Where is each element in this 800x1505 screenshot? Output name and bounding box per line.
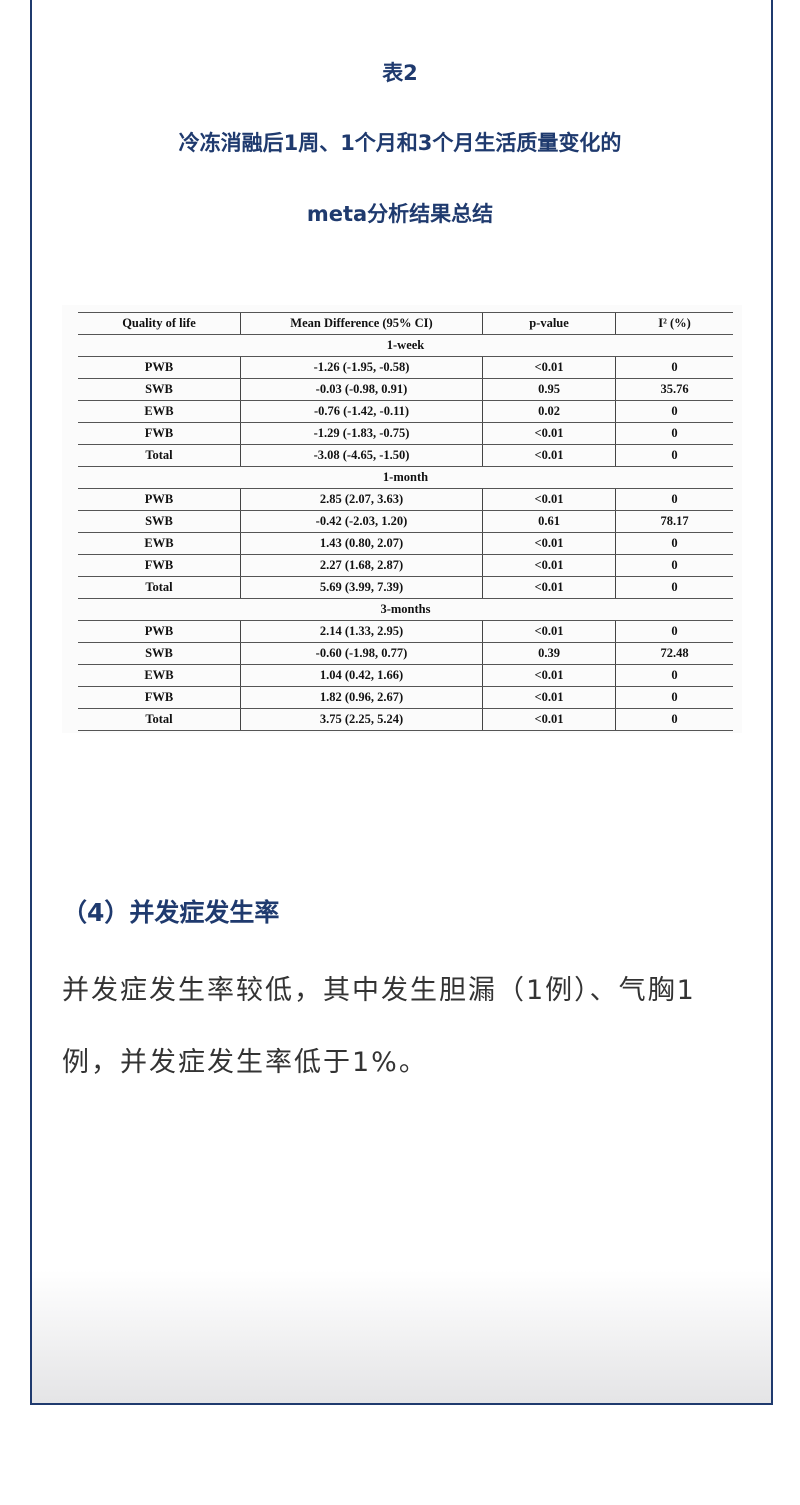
- table-cell: <0.01: [482, 444, 616, 467]
- table-row: Total 5.69 (3.99, 7.39) <0.01 0: [78, 576, 733, 599]
- table-row: EWB -0.76 (-1.42, -0.11) 0.02 0: [78, 400, 733, 423]
- table-cell: <0.01: [482, 532, 616, 555]
- table-row: FWB 1.82 (0.96, 2.67) <0.01 0: [78, 686, 733, 709]
- table-cell: -0.03 (-0.98, 0.91): [240, 378, 483, 401]
- table-cell: SWB: [78, 510, 241, 533]
- table-header-row: Quality of life Mean Difference (95% CI)…: [78, 312, 733, 335]
- table-cell: PWB: [78, 620, 241, 643]
- table-cell: 0: [615, 554, 733, 577]
- column-header: I² (%): [615, 312, 733, 335]
- group-label: 3-months: [78, 598, 733, 621]
- table-row: PWB 2.85 (2.07, 3.63) <0.01 0: [78, 488, 733, 511]
- group-row: 3-months: [78, 598, 733, 621]
- table-row: PWB -1.26 (-1.95, -0.58) <0.01 0: [78, 356, 733, 379]
- table-cell: 1.43 (0.80, 2.07): [240, 532, 483, 555]
- table-cell: PWB: [78, 356, 241, 379]
- table-cell: 2.85 (2.07, 3.63): [240, 488, 483, 511]
- table-cell: <0.01: [482, 356, 616, 379]
- table-cell: -1.29 (-1.83, -0.75): [240, 422, 483, 445]
- section-paragraph: 并发症发生率较低，其中发生胆漏（1例）、气胸1例，并发症发生率低于1%。: [62, 975, 696, 1078]
- column-header: Mean Difference (95% CI): [240, 312, 483, 335]
- column-header: p-value: [482, 312, 616, 335]
- table-cell: 78.17: [615, 510, 733, 533]
- table-row: EWB 1.43 (0.80, 2.07) <0.01 0: [78, 532, 733, 555]
- table-row: PWB 2.14 (1.33, 2.95) <0.01 0: [78, 620, 733, 643]
- table-cell: EWB: [78, 532, 241, 555]
- table-cell: 0: [615, 444, 733, 467]
- table-row: EWB 1.04 (0.42, 1.66) <0.01 0: [78, 664, 733, 687]
- table-cell: 1.82 (0.96, 2.67): [240, 686, 483, 709]
- section-heading: （4）并发症发生率: [62, 898, 280, 927]
- table-cell: 0.39: [482, 642, 616, 665]
- table-cell: FWB: [78, 686, 241, 709]
- table-cell: SWB: [78, 642, 241, 665]
- table-cell: <0.01: [482, 686, 616, 709]
- table-cell: 5.69 (3.99, 7.39): [240, 576, 483, 599]
- table-cell: 0: [615, 532, 733, 555]
- table-cell: -0.42 (-2.03, 1.20): [240, 510, 483, 533]
- table-cell: 0: [615, 356, 733, 379]
- table-cell: 0: [615, 576, 733, 599]
- table-cell: <0.01: [482, 708, 616, 731]
- table-cell: 2.27 (1.68, 2.87): [240, 554, 483, 577]
- table-title-line1: 冷冻消融后1周、1个月和3个月生活质量变化的: [178, 131, 622, 155]
- table-cell: <0.01: [482, 664, 616, 687]
- group-row: 1-month: [78, 466, 733, 489]
- table-title-line2: meta分析结果总结: [306, 202, 494, 226]
- table-cell: 1.04 (0.42, 1.66): [240, 664, 483, 687]
- table-cell: -1.26 (-1.95, -0.58): [240, 356, 483, 379]
- table-cell: 0: [615, 488, 733, 511]
- table-row: SWB -0.60 (-1.98, 0.77) 0.39 72.48: [78, 642, 733, 665]
- table-cell: <0.01: [482, 576, 616, 599]
- table-row: Total 3.75 (2.25, 5.24) <0.01 0: [78, 708, 733, 731]
- table-cell: FWB: [78, 554, 241, 577]
- group-row: 1-week: [78, 334, 733, 357]
- table-cell: 35.76: [615, 378, 733, 401]
- table-cell: 0: [615, 400, 733, 423]
- column-header: Quality of life: [78, 312, 241, 335]
- table-cell: <0.01: [482, 422, 616, 445]
- table-cell: -3.08 (-4.65, -1.50): [240, 444, 483, 467]
- qol-table: Quality of life Mean Difference (95% CI)…: [78, 312, 733, 731]
- table-cell: 72.48: [615, 642, 733, 665]
- table-cell: FWB: [78, 422, 241, 445]
- table-cell: EWB: [78, 664, 241, 687]
- table-cell: 0.61: [482, 510, 616, 533]
- table-cell: <0.01: [482, 488, 616, 511]
- table-cell: EWB: [78, 400, 241, 423]
- group-label: 1-month: [78, 466, 733, 489]
- table-row: Total -3.08 (-4.65, -1.50) <0.01 0: [78, 444, 733, 467]
- table-row: FWB 2.27 (1.68, 2.87) <0.01 0: [78, 554, 733, 577]
- table-cell: 0.02: [482, 400, 616, 423]
- table-cell: Total: [78, 708, 241, 731]
- table-image: Quality of life Mean Difference (95% CI)…: [62, 305, 742, 733]
- table-cell: PWB: [78, 488, 241, 511]
- table-row: SWB -0.03 (-0.98, 0.91) 0.95 35.76: [78, 378, 733, 401]
- table-row: SWB -0.42 (-2.03, 1.20) 0.61 78.17: [78, 510, 733, 533]
- table-cell: SWB: [78, 378, 241, 401]
- table-row: FWB -1.29 (-1.83, -0.75) <0.01 0: [78, 422, 733, 445]
- table-cell: 0: [615, 620, 733, 643]
- table-label: 表2: [382, 61, 418, 85]
- table-cell: -0.76 (-1.42, -0.11): [240, 400, 483, 423]
- table-cell: 0: [615, 664, 733, 687]
- table-cell: 3.75 (2.25, 5.24): [240, 708, 483, 731]
- table-cell: 2.14 (1.33, 2.95): [240, 620, 483, 643]
- table-cell: 0.95: [482, 378, 616, 401]
- table-cell: Total: [78, 576, 241, 599]
- table-cell: 0: [615, 422, 733, 445]
- group-label: 1-week: [78, 334, 733, 357]
- table-cell: <0.01: [482, 620, 616, 643]
- table-cell: 0: [615, 708, 733, 731]
- table-cell: <0.01: [482, 554, 616, 577]
- table-cell: -0.60 (-1.98, 0.77): [240, 642, 483, 665]
- table-cell: 0: [615, 686, 733, 709]
- table-cell: Total: [78, 444, 241, 467]
